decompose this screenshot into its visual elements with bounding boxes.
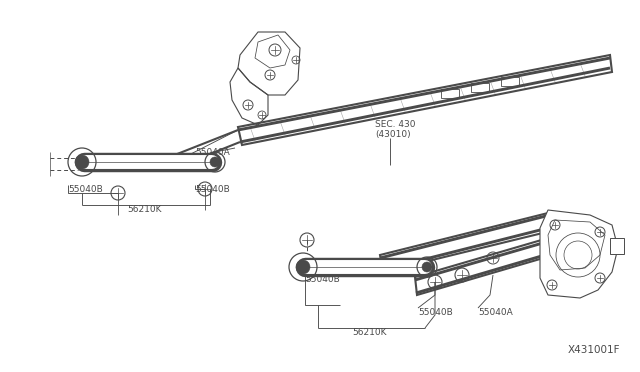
Polygon shape — [415, 234, 564, 295]
Circle shape — [210, 157, 220, 167]
Text: 56210K: 56210K — [128, 205, 163, 214]
Text: 55040A: 55040A — [195, 148, 230, 157]
Circle shape — [422, 262, 432, 272]
Text: 55040A: 55040A — [478, 308, 513, 317]
Text: X431001F: X431001F — [568, 345, 620, 355]
FancyBboxPatch shape — [610, 238, 624, 254]
Polygon shape — [238, 55, 612, 145]
Text: 55040B: 55040B — [195, 185, 230, 194]
Polygon shape — [540, 210, 618, 298]
Text: 55040B: 55040B — [305, 275, 340, 284]
Text: 55040B: 55040B — [418, 308, 452, 317]
Text: 56210K: 56210K — [353, 328, 387, 337]
Circle shape — [296, 260, 310, 274]
Polygon shape — [380, 212, 555, 272]
Text: 55040B: 55040B — [68, 185, 103, 194]
Text: SEC. 430
(43010): SEC. 430 (43010) — [375, 120, 415, 140]
Circle shape — [75, 155, 89, 169]
